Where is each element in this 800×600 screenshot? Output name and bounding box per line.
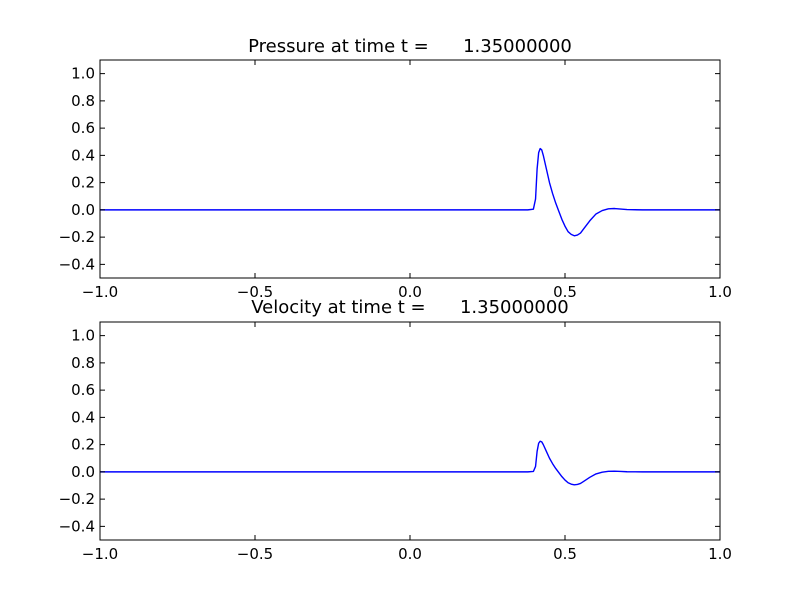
velocity-title: Velocity at time t = 1.35000000 — [251, 297, 569, 318]
pressure-x-tick-label: −0.5 — [237, 283, 273, 301]
pressure-y-tick-label: 0.4 — [71, 146, 95, 164]
pressure-x-tick-label: 1.0 — [708, 283, 732, 301]
velocity-series-line — [100, 440, 720, 486]
velocity-x-tick-label: 1.0 — [708, 545, 732, 563]
pressure-x-tick-label: 0.0 — [398, 283, 422, 301]
pressure-y-tick-label: 0.0 — [71, 201, 95, 219]
pressure-panel: Pressure at time t = 1.35000000 −1.0 −0.5… — [59, 36, 732, 301]
velocity-x-tick-label: 0.0 — [398, 545, 422, 563]
velocity-y-tick-label: −0.2 — [59, 490, 95, 508]
velocity-y-tick-label: 0.6 — [71, 381, 95, 399]
pressure-y-tick-label: −0.4 — [59, 255, 95, 273]
velocity-x-tick-label: −1.0 — [82, 545, 118, 563]
pressure-axes-frame — [99, 59, 721, 279]
pressure-x-tick-label: 0.5 — [553, 283, 577, 301]
pressure-x-tick-label: −1.0 — [82, 283, 118, 301]
pressure-title: Pressure at time t = 1.35000000 — [248, 36, 572, 57]
velocity-y-tick-label: 1.0 — [71, 327, 95, 345]
velocity-x-tick-label: −0.5 — [237, 545, 273, 563]
velocity-panel: Velocity at time t = 1.35000000 −1.0 −0.5… — [59, 297, 732, 563]
pressure-y-tick-label: 0.2 — [71, 174, 95, 192]
velocity-x-tick-label: 0.5 — [553, 545, 577, 563]
velocity-y-tick-label: −0.4 — [59, 517, 95, 535]
pressure-y-tick-label: 1.0 — [71, 65, 95, 83]
pressure-y-tick-label: −0.2 — [59, 228, 95, 246]
velocity-y-tick-label: 0.4 — [71, 408, 95, 426]
velocity-y-tick-label: 0.0 — [71, 463, 95, 481]
velocity-y-tick-label: 0.2 — [71, 436, 95, 454]
velocity-axes-frame — [99, 321, 721, 541]
velocity-y-tick-label: 0.8 — [71, 354, 95, 372]
pressure-series-line — [100, 147, 720, 237]
pressure-y-tick-label: 0.6 — [71, 119, 95, 137]
pressure-y-tick-label: 0.8 — [71, 92, 95, 110]
